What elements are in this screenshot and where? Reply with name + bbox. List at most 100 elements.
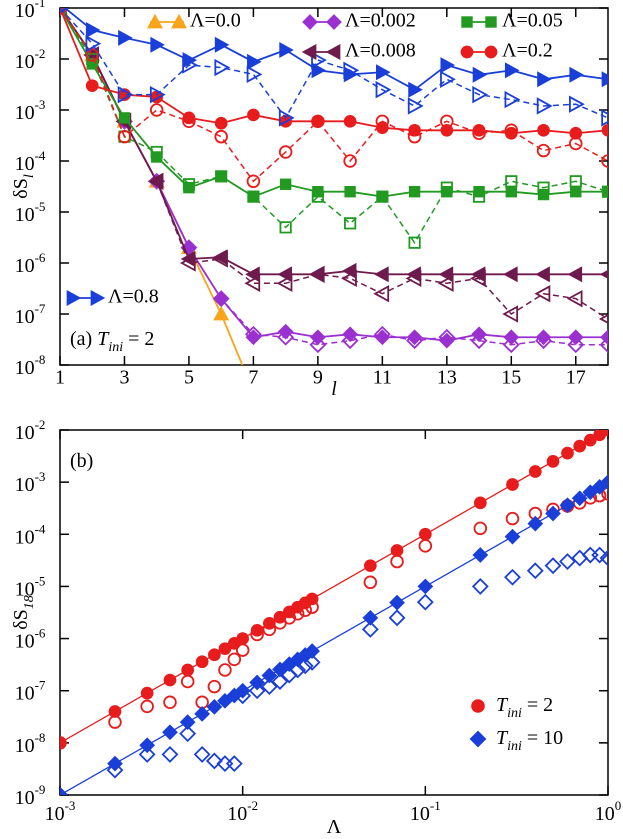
marker bbox=[408, 236, 421, 249]
series-line bbox=[60, 8, 608, 183]
x-tick-label: 5 bbox=[184, 367, 194, 389]
marker bbox=[273, 610, 287, 624]
marker bbox=[206, 699, 223, 715]
legend-label: Tini = 2 bbox=[496, 694, 553, 721]
marker bbox=[438, 332, 455, 349]
marker bbox=[440, 57, 456, 74]
y-tick-label-base: 10 bbox=[15, 306, 35, 328]
marker bbox=[181, 663, 195, 677]
y-tick-label-exp: -7 bbox=[35, 301, 46, 316]
y-tick-label-base: 10 bbox=[15, 0, 35, 22]
y-tick-label-exp: -7 bbox=[35, 678, 46, 693]
marker bbox=[502, 305, 519, 323]
marker bbox=[471, 578, 489, 595]
plot-area bbox=[60, 8, 608, 365]
y-tick-label-exp: -1 bbox=[35, 0, 46, 10]
y-axis-label-run: 18 bbox=[22, 595, 37, 609]
y-tick-label-exp: -3 bbox=[35, 470, 46, 485]
panel-label-run: = 2 bbox=[123, 328, 154, 350]
x-axis-label-run: Λ bbox=[327, 816, 342, 838]
marker bbox=[139, 737, 156, 754]
x-tick-label-exp: -3 bbox=[65, 798, 76, 813]
y-tick-label-base: 10 bbox=[15, 526, 35, 548]
marker bbox=[406, 266, 421, 283]
legend-label: Λ=0.0 bbox=[190, 10, 241, 32]
marker bbox=[505, 186, 517, 198]
marker bbox=[504, 126, 518, 140]
marker bbox=[225, 755, 243, 773]
marker bbox=[473, 496, 487, 510]
marker bbox=[244, 274, 261, 292]
marker bbox=[227, 652, 242, 667]
marker bbox=[214, 58, 231, 77]
marker bbox=[374, 329, 391, 346]
y-tick-label: 10-5 bbox=[15, 574, 46, 600]
marker bbox=[567, 329, 584, 346]
marker bbox=[343, 66, 359, 83]
marker bbox=[249, 674, 265, 691]
marker bbox=[236, 632, 250, 645]
marker bbox=[599, 269, 608, 279]
y-tick-label-base: 10 bbox=[15, 102, 35, 124]
marker bbox=[183, 181, 195, 194]
marker bbox=[106, 761, 124, 779]
marker bbox=[361, 620, 379, 638]
legend-label-run: ini bbox=[507, 706, 522, 721]
marker bbox=[138, 746, 156, 763]
y-tick-label: 10-7 bbox=[15, 678, 46, 704]
y-tick-label-base: 10 bbox=[15, 357, 35, 379]
panel-label: (b) bbox=[70, 450, 93, 472]
marker bbox=[85, 22, 101, 39]
marker bbox=[583, 433, 597, 447]
marker bbox=[418, 539, 433, 553]
marker bbox=[601, 123, 608, 137]
marker bbox=[440, 123, 454, 137]
marker bbox=[460, 45, 474, 59]
y-axis-label: δS18 bbox=[10, 595, 37, 630]
x-axis-label: l bbox=[331, 378, 337, 400]
y-tick-label-base: 10 bbox=[15, 204, 35, 226]
marker bbox=[472, 66, 488, 83]
y-tick-label: 10-6 bbox=[15, 250, 46, 276]
marker bbox=[416, 593, 434, 611]
marker bbox=[528, 465, 542, 478]
marker bbox=[373, 285, 390, 303]
x-axis-label-run: l bbox=[331, 378, 337, 400]
marker bbox=[246, 174, 261, 189]
marker bbox=[277, 328, 295, 346]
y-tick-label-base: 10 bbox=[15, 474, 35, 496]
marker bbox=[278, 145, 293, 159]
marker bbox=[218, 663, 232, 677]
x-tick-label-base: 10 bbox=[595, 803, 615, 825]
marker bbox=[309, 266, 325, 283]
y-axis-label-run: δS bbox=[10, 609, 32, 630]
marker bbox=[151, 151, 163, 163]
marker bbox=[213, 305, 230, 321]
marker bbox=[248, 682, 266, 700]
marker bbox=[85, 34, 102, 53]
marker bbox=[302, 14, 318, 30]
y-tick-label: 10-7 bbox=[15, 301, 46, 327]
marker bbox=[218, 642, 232, 656]
marker bbox=[569, 66, 584, 83]
marker bbox=[260, 678, 278, 696]
marker bbox=[601, 430, 608, 437]
x-tick-label: 13 bbox=[437, 367, 457, 389]
marker bbox=[389, 594, 405, 611]
marker bbox=[599, 336, 608, 354]
marker bbox=[66, 290, 82, 306]
marker bbox=[441, 186, 453, 198]
marker bbox=[408, 186, 421, 198]
marker bbox=[309, 336, 327, 354]
marker bbox=[504, 528, 521, 545]
marker bbox=[149, 103, 164, 117]
marker bbox=[363, 559, 377, 573]
marker bbox=[279, 178, 292, 190]
marker bbox=[118, 29, 133, 46]
marker bbox=[326, 14, 342, 30]
marker bbox=[208, 648, 221, 662]
marker bbox=[341, 332, 359, 350]
marker bbox=[388, 609, 406, 627]
marker bbox=[600, 329, 608, 346]
